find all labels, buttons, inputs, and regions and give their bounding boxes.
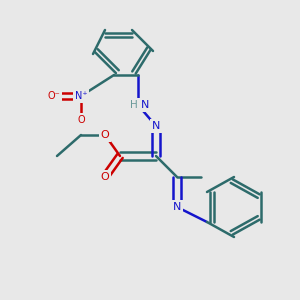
Text: N: N — [152, 121, 160, 131]
Text: O⁻: O⁻ — [48, 91, 60, 101]
Text: N: N — [141, 100, 150, 110]
Text: O: O — [100, 130, 109, 140]
Text: O: O — [100, 172, 109, 182]
Text: N: N — [173, 202, 181, 212]
Text: O: O — [77, 115, 85, 125]
Text: H: H — [130, 100, 138, 110]
Text: N⁺: N⁺ — [75, 91, 87, 101]
